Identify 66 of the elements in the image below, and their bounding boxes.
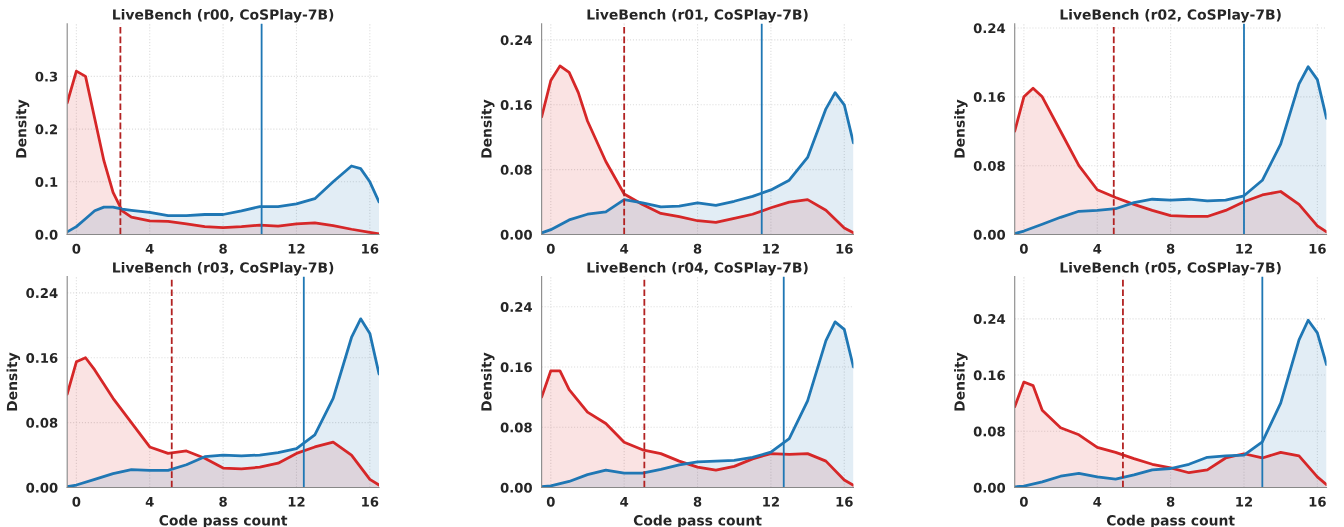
y-tick-label: 0.16 — [973, 92, 1005, 103]
x-tick-label: 4 — [620, 243, 629, 254]
y-tick-label: 0.00 — [973, 229, 1006, 240]
y-tick-label: 0.08 — [500, 422, 532, 433]
chart-title: LiveBench (r00, CoSPlay-7B) — [113, 8, 334, 23]
x-tick-label: 12 — [1236, 243, 1253, 254]
y-axis-title: Density — [480, 99, 495, 158]
x-tick-label: 8 — [693, 496, 702, 507]
y-tick-label: 0.3 — [35, 71, 58, 82]
x-tick-label: 8 — [1166, 243, 1175, 254]
y-tick-label: 0.00 — [500, 482, 532, 493]
y-tick-label: 0.00 — [500, 229, 532, 240]
x-tick-label: 16 — [836, 243, 853, 254]
x-tick-label: 12 — [288, 243, 305, 254]
chart-title: LiveBench (r05, CoSPlay-7B) — [1060, 261, 1281, 276]
y-tick-label: 0.16 — [500, 362, 532, 373]
y-tick-label: 0.08 — [973, 160, 1005, 171]
y-axis-title: Density — [480, 352, 495, 411]
y-tick-label: 0.2 — [35, 124, 58, 135]
x-tick-label: 0 — [72, 496, 81, 507]
x-tick-label: 0 — [546, 496, 555, 507]
x-tick-label: 4 — [1093, 496, 1102, 507]
x-tick-label: 0 — [1019, 496, 1028, 507]
x-tick-label: 12 — [763, 243, 779, 254]
chart-title: LiveBench (r02, CoSPlay-7B) — [1060, 8, 1281, 23]
y-tick-label: 0.0 — [35, 229, 58, 240]
x-tick-label: 12 — [763, 496, 779, 507]
chart-title: LiveBench (r03, CoSPlay-7B) — [113, 261, 334, 276]
y-tick-label: 0.24 — [973, 314, 1006, 325]
x-tick-label: 4 — [1093, 243, 1102, 254]
y-axis-title: Density — [15, 99, 30, 158]
x-tick-label: 16 — [362, 496, 379, 507]
x-tick-label: 8 — [219, 496, 227, 507]
y-tick-label: 0.00 — [973, 482, 1006, 493]
y-tick-label: 0.24 — [500, 35, 532, 46]
x-tick-label: 8 — [219, 243, 227, 254]
x-tick-label: 16 — [836, 496, 853, 507]
y-tick-label: 0.16 — [500, 100, 532, 110]
x-tick-label: 16 — [362, 243, 379, 254]
y-tick-label: 0.16 — [26, 352, 58, 363]
chart-title: LiveBench (r04, CoSPlay-7B) — [587, 261, 808, 276]
x-tick-label: 8 — [693, 243, 702, 254]
y-axis-title: Density — [954, 352, 968, 411]
y-tick-label: 0.24 — [500, 302, 532, 312]
chart-title: LiveBench (r01, CoSPlay-7B) — [587, 8, 808, 23]
y-axis-title: Density — [6, 352, 21, 411]
x-tick-label: 16 — [1309, 496, 1326, 507]
x-tick-label: 4 — [620, 496, 629, 507]
y-tick-label: 0.08 — [26, 417, 58, 428]
x-tick-label: 8 — [1166, 496, 1175, 507]
x-tick-label: 4 — [145, 496, 154, 507]
y-tick-label: 0.24 — [26, 288, 58, 299]
y-tick-label: 0.24 — [973, 23, 1006, 34]
x-tick-label: 12 — [1236, 496, 1253, 507]
x-tick-label: 0 — [546, 243, 555, 254]
x-tick-label: 4 — [145, 243, 154, 254]
y-tick-label: 0.00 — [26, 482, 58, 493]
x-tick-label: 12 — [288, 496, 305, 507]
y-tick-label: 0.08 — [500, 164, 532, 175]
y-tick-label: 0.16 — [973, 370, 1005, 381]
y-axis-title: Density — [954, 99, 968, 158]
y-tick-label: 0.08 — [973, 426, 1005, 437]
x-tick-label: 0 — [1019, 243, 1028, 254]
y-tick-label: 0.1 — [35, 177, 58, 188]
x-tick-label: 16 — [1309, 243, 1326, 254]
x-tick-label: 0 — [72, 243, 81, 254]
